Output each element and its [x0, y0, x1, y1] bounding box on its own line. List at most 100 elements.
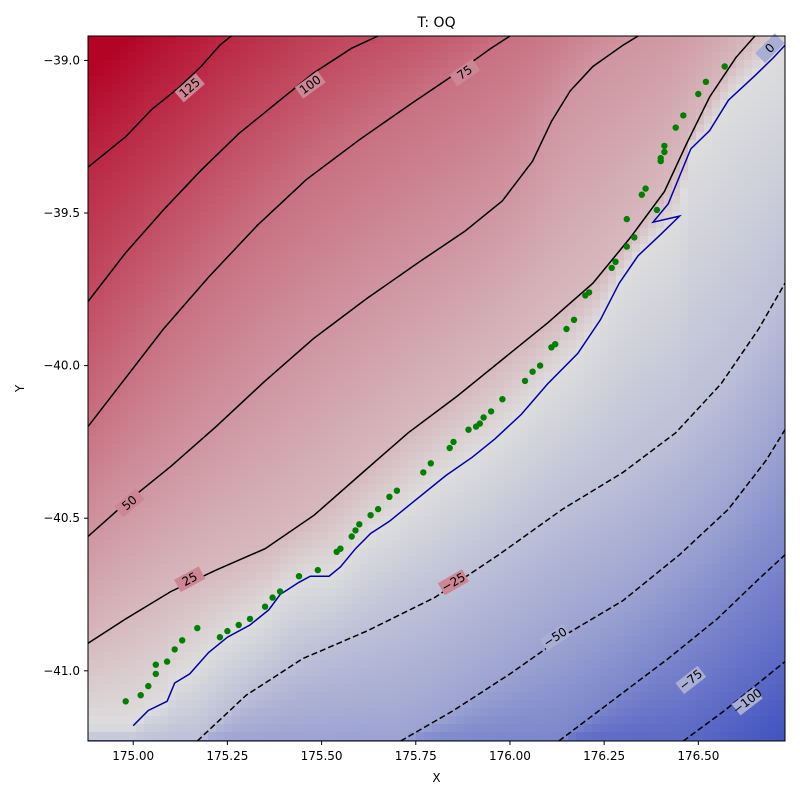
field-cell [368, 580, 377, 589]
field-cell [416, 252, 425, 261]
field-cell [496, 132, 505, 141]
field-cell [152, 140, 161, 149]
field-cell [504, 164, 513, 173]
field-cell [192, 532, 201, 541]
field-cell [168, 508, 177, 517]
field-cell [136, 708, 145, 717]
field-cell [112, 340, 121, 349]
field-cell [184, 340, 193, 349]
field-cell [192, 588, 201, 597]
field-cell [312, 172, 321, 181]
field-cell [440, 676, 449, 685]
field-cell [464, 116, 473, 125]
field-cell [200, 524, 209, 533]
field-cell [344, 612, 353, 621]
field-cell [120, 84, 129, 93]
field-cell [128, 572, 137, 581]
field-cell [288, 292, 297, 301]
field-cell [280, 204, 289, 213]
field-cell [112, 708, 121, 717]
field-cell [472, 244, 481, 253]
field-cell [304, 164, 313, 173]
field-cell [232, 348, 241, 357]
field-cell [176, 492, 185, 501]
field-cell [240, 532, 249, 541]
field-cell [336, 596, 345, 605]
field-cell [520, 108, 529, 117]
field-cell [232, 228, 241, 237]
field-cell [432, 708, 441, 717]
field-cell [456, 324, 465, 333]
field-cell [224, 76, 233, 85]
field-cell [248, 380, 257, 389]
field-cell [280, 636, 289, 645]
field-cell [320, 196, 329, 205]
field-cell [136, 148, 145, 157]
field-cell [120, 492, 129, 501]
field-cell [352, 620, 361, 629]
field-cell [272, 628, 281, 637]
field-cell [192, 660, 201, 669]
field-cell [160, 236, 169, 245]
field-cell [344, 684, 353, 693]
field-cell [352, 172, 361, 181]
field-cell [88, 716, 97, 725]
field-cell [200, 484, 209, 493]
field-cell [336, 204, 345, 213]
field-cell [264, 628, 273, 637]
field-cell [336, 508, 345, 517]
field-cell [360, 252, 369, 261]
field-cell [200, 676, 209, 685]
field-cell [112, 324, 121, 333]
field-cell [88, 172, 97, 181]
field-cell [360, 524, 369, 533]
field-cell [128, 628, 137, 637]
field-cell [240, 292, 249, 301]
field-cell [272, 116, 281, 125]
field-cell [136, 388, 145, 397]
field-cell [152, 556, 161, 565]
field-cell [176, 140, 185, 149]
field-cell [488, 476, 497, 485]
field-cell [408, 100, 417, 109]
field-cell [256, 260, 265, 269]
field-cell [496, 476, 505, 485]
field-cell [200, 660, 209, 669]
field-cell [208, 196, 217, 205]
field-cell [416, 60, 425, 69]
field-cell [136, 636, 145, 645]
field-cell [152, 148, 161, 157]
field-cell [160, 476, 169, 485]
field-cell [512, 572, 521, 581]
field-cell [336, 156, 345, 165]
field-cell [152, 500, 161, 509]
field-cell [136, 276, 145, 285]
field-cell [184, 68, 193, 77]
field-cell [200, 420, 209, 429]
field-cell [520, 180, 529, 189]
field-cell [224, 52, 233, 61]
field-cell [440, 164, 449, 173]
field-cell [304, 308, 313, 317]
field-cell [432, 732, 441, 741]
field-cell [344, 204, 353, 213]
field-cell [488, 444, 497, 453]
field-cell [216, 700, 225, 709]
field-cell [256, 628, 265, 637]
field-cell [464, 452, 473, 461]
field-cell [432, 220, 441, 229]
field-cell [352, 124, 361, 133]
field-cell [520, 204, 529, 213]
field-cell [208, 364, 217, 373]
field-cell [224, 532, 233, 541]
field-cell [360, 420, 369, 429]
field-cell [184, 60, 193, 69]
field-cell [176, 212, 185, 221]
field-cell [440, 692, 449, 701]
field-cell [440, 228, 449, 237]
field-cell [112, 460, 121, 469]
field-cell [176, 596, 185, 605]
field-cell [336, 212, 345, 221]
field-cell [256, 156, 265, 165]
field-cell [432, 460, 441, 469]
